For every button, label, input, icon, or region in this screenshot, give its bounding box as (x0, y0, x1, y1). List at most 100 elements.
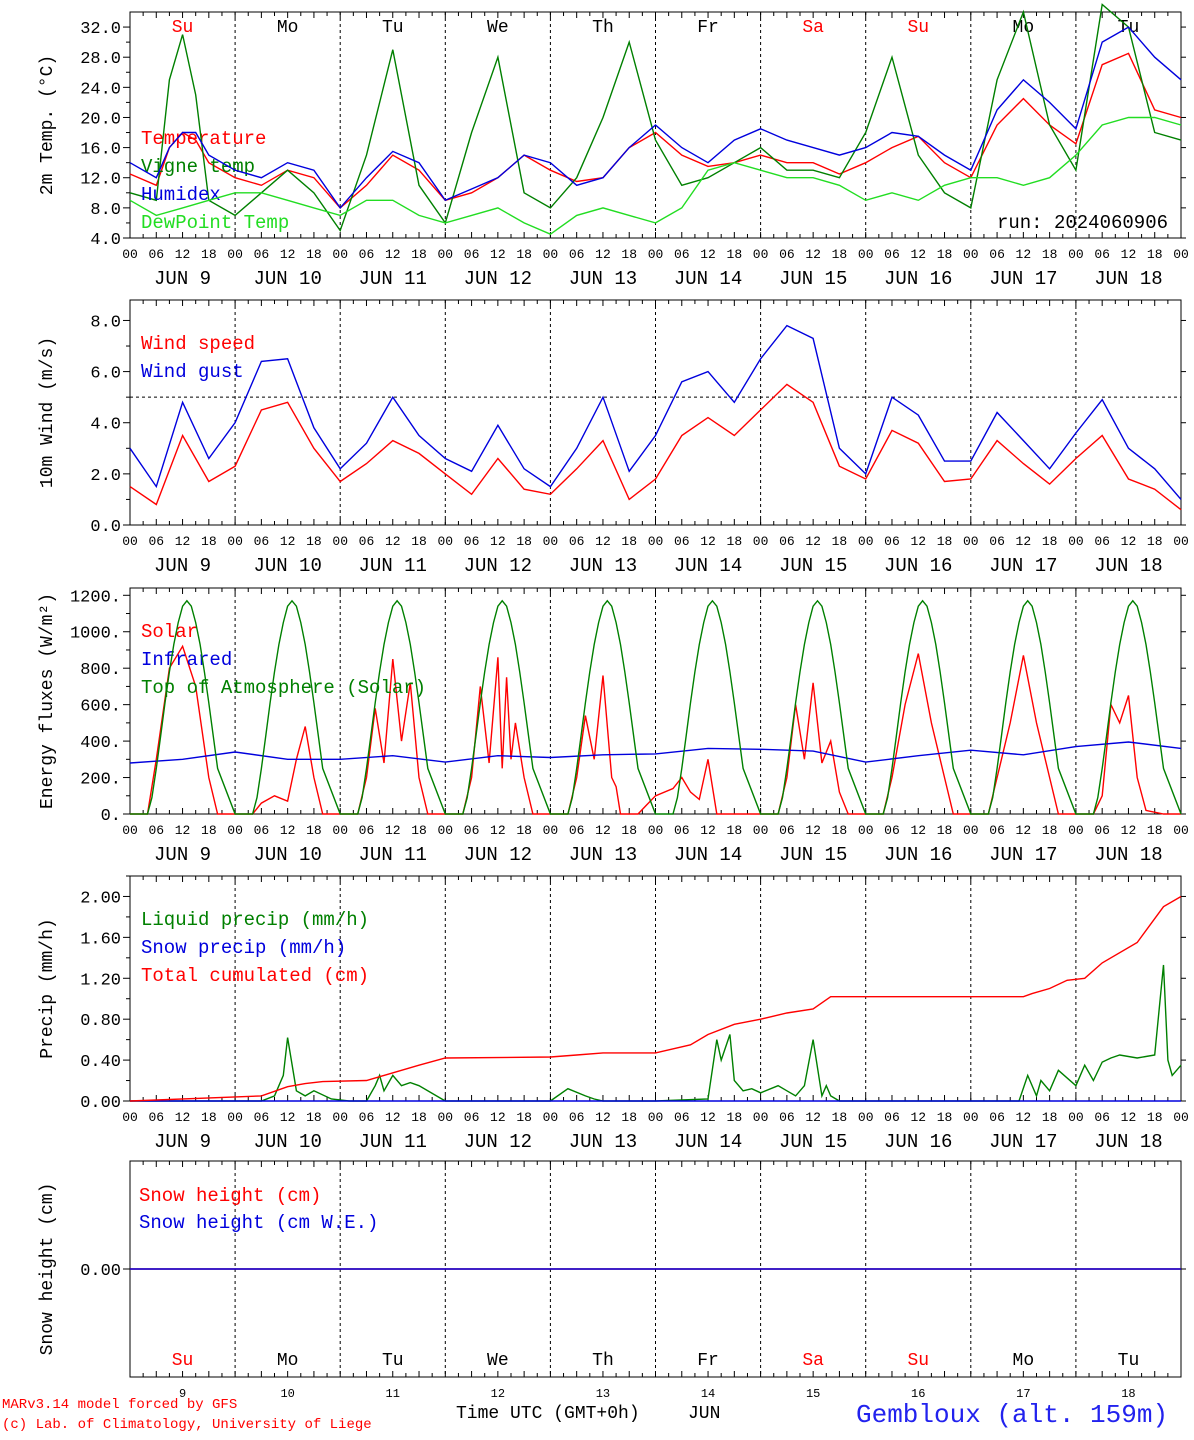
hour-tick-label: 00 (1173, 823, 1189, 838)
date-label: JUN 10 (253, 1131, 321, 1153)
hour-tick-label: 18 (727, 1110, 743, 1125)
hour-tick-label: 12 (700, 1110, 716, 1125)
hour-tick-label: 00 (1068, 823, 1084, 838)
hour-tick-label: 18 (937, 247, 953, 262)
y-tick-label: 2.0 (90, 467, 121, 486)
hour-tick-label: 18 (1147, 1110, 1163, 1125)
y-tick-label: 8.0 (90, 313, 121, 332)
day-of-week-label: Tu (382, 1351, 404, 1371)
hour-tick-label: 12 (1016, 534, 1032, 549)
hour-tick-label: 12 (1121, 534, 1137, 549)
hour-tick-label: 18 (727, 823, 743, 838)
series-line-liquid-precip-mm-h (130, 964, 1182, 1102)
hour-tick-label: 18 (411, 1110, 427, 1125)
y-axis-title: Snow height (cm) (38, 1183, 58, 1356)
date-label: JUN 13 (569, 844, 637, 866)
hour-tick-label: 06 (569, 1110, 585, 1125)
hour-tick-label: 00 (543, 534, 559, 549)
hour-tick-label: 12 (490, 823, 506, 838)
y-tick-label: 8.0 (90, 201, 121, 220)
hour-tick-label: 00 (648, 823, 664, 838)
date-label: JUN 12 (464, 1131, 532, 1153)
hour-tick-label: 06 (359, 247, 375, 262)
y-tick-label: 4.0 (90, 231, 121, 250)
date-label: JUN 16 (884, 844, 952, 866)
hour-tick-label: 18 (306, 247, 322, 262)
hour-tick-label: 00 (648, 534, 664, 549)
hour-tick-label: 18 (937, 1110, 953, 1125)
date-label: JUN 17 (989, 555, 1057, 577)
hour-tick-label: 00 (648, 247, 664, 262)
date-label: JUN 13 (569, 268, 637, 290)
hour-tick-label: 06 (674, 247, 690, 262)
hour-tick-label: 18 (727, 534, 743, 549)
day-of-week-label: Fr (697, 18, 719, 38)
series-line-infrared (129, 741, 1182, 764)
hour-tick-label: 00 (332, 1110, 348, 1125)
hour-tick-label: 12 (595, 534, 611, 549)
hour-tick-label: 12 (385, 247, 401, 262)
day-number-label: 16 (911, 1387, 925, 1401)
y-tick-label: 24.0 (80, 80, 121, 99)
hour-tick-label: 00 (753, 823, 769, 838)
y-axis-title: 2m Temp. (°C) (38, 55, 58, 195)
station-label: Gembloux (alt. 159m) (856, 1400, 1169, 1430)
day-of-week-label: Su (907, 18, 929, 38)
hour-tick-label: 18 (937, 823, 953, 838)
hour-tick-label: 00 (753, 247, 769, 262)
hour-tick-label: 18 (621, 534, 637, 549)
date-label: JUN 12 (464, 268, 532, 290)
hour-tick-label: 06 (569, 823, 585, 838)
hour-tick-label: 12 (805, 823, 821, 838)
date-label: JUN 18 (1094, 1131, 1162, 1153)
hour-tick-label: 18 (516, 247, 532, 262)
hour-tick-label: 12 (595, 1110, 611, 1125)
hour-tick-label: 00 (858, 534, 874, 549)
date-label: JUN 14 (674, 555, 742, 577)
legend-entry: Solar (141, 621, 198, 643)
series-line-dewpoint-temp (129, 116, 1182, 235)
hour-tick-label: 06 (148, 247, 164, 262)
day-number-label: 18 (1121, 1387, 1135, 1401)
date-label: JUN 12 (464, 555, 532, 577)
date-label: JUN 10 (253, 844, 321, 866)
hour-tick-label: 18 (1042, 823, 1058, 838)
y-tick-label: 600. (80, 698, 121, 717)
date-label: JUN 15 (779, 555, 847, 577)
hour-tick-label: 06 (148, 1110, 164, 1125)
hour-tick-label: 00 (858, 823, 874, 838)
hour-tick-label: 12 (1016, 247, 1032, 262)
hour-tick-label: 06 (674, 823, 690, 838)
y-tick-label: 28.0 (80, 50, 121, 69)
hour-tick-label: 00 (963, 247, 979, 262)
hour-tick-label: 12 (385, 823, 401, 838)
hour-tick-label: 00 (122, 534, 138, 549)
hour-tick-label: 00 (122, 823, 138, 838)
date-label: JUN 13 (569, 555, 637, 577)
hour-tick-label: 18 (1042, 247, 1058, 262)
hour-tick-label: 06 (1094, 534, 1110, 549)
hour-tick-label: 12 (910, 247, 926, 262)
day-number-label: 13 (596, 1387, 610, 1401)
hour-tick-label: 12 (175, 823, 191, 838)
hour-tick-label: 00 (227, 823, 243, 838)
hour-tick-label: 18 (1147, 247, 1163, 262)
day-of-week-label: We (487, 18, 509, 38)
hour-tick-label: 12 (280, 1110, 296, 1125)
hour-tick-label: 00 (1173, 1110, 1189, 1125)
hour-tick-label: 06 (989, 823, 1005, 838)
day-of-week-label: Sa (802, 1351, 824, 1371)
legend-entry: Wind gust (141, 361, 244, 383)
y-tick-label: 400. (80, 734, 121, 753)
hour-tick-label: 06 (148, 534, 164, 549)
legend-entry: Snow precip (mm/h) (141, 937, 346, 959)
hour-tick-label: 06 (254, 534, 270, 549)
y-tick-label: 6.0 (90, 365, 121, 384)
date-label: JUN 11 (359, 268, 427, 290)
y-tick-label: 4.0 (90, 416, 121, 435)
hour-tick-label: 12 (175, 247, 191, 262)
y-tick-label: 20.0 (80, 110, 121, 129)
date-label: JUN 11 (359, 1131, 427, 1153)
day-number-label: 15 (806, 1387, 820, 1401)
hour-tick-label: 00 (543, 247, 559, 262)
